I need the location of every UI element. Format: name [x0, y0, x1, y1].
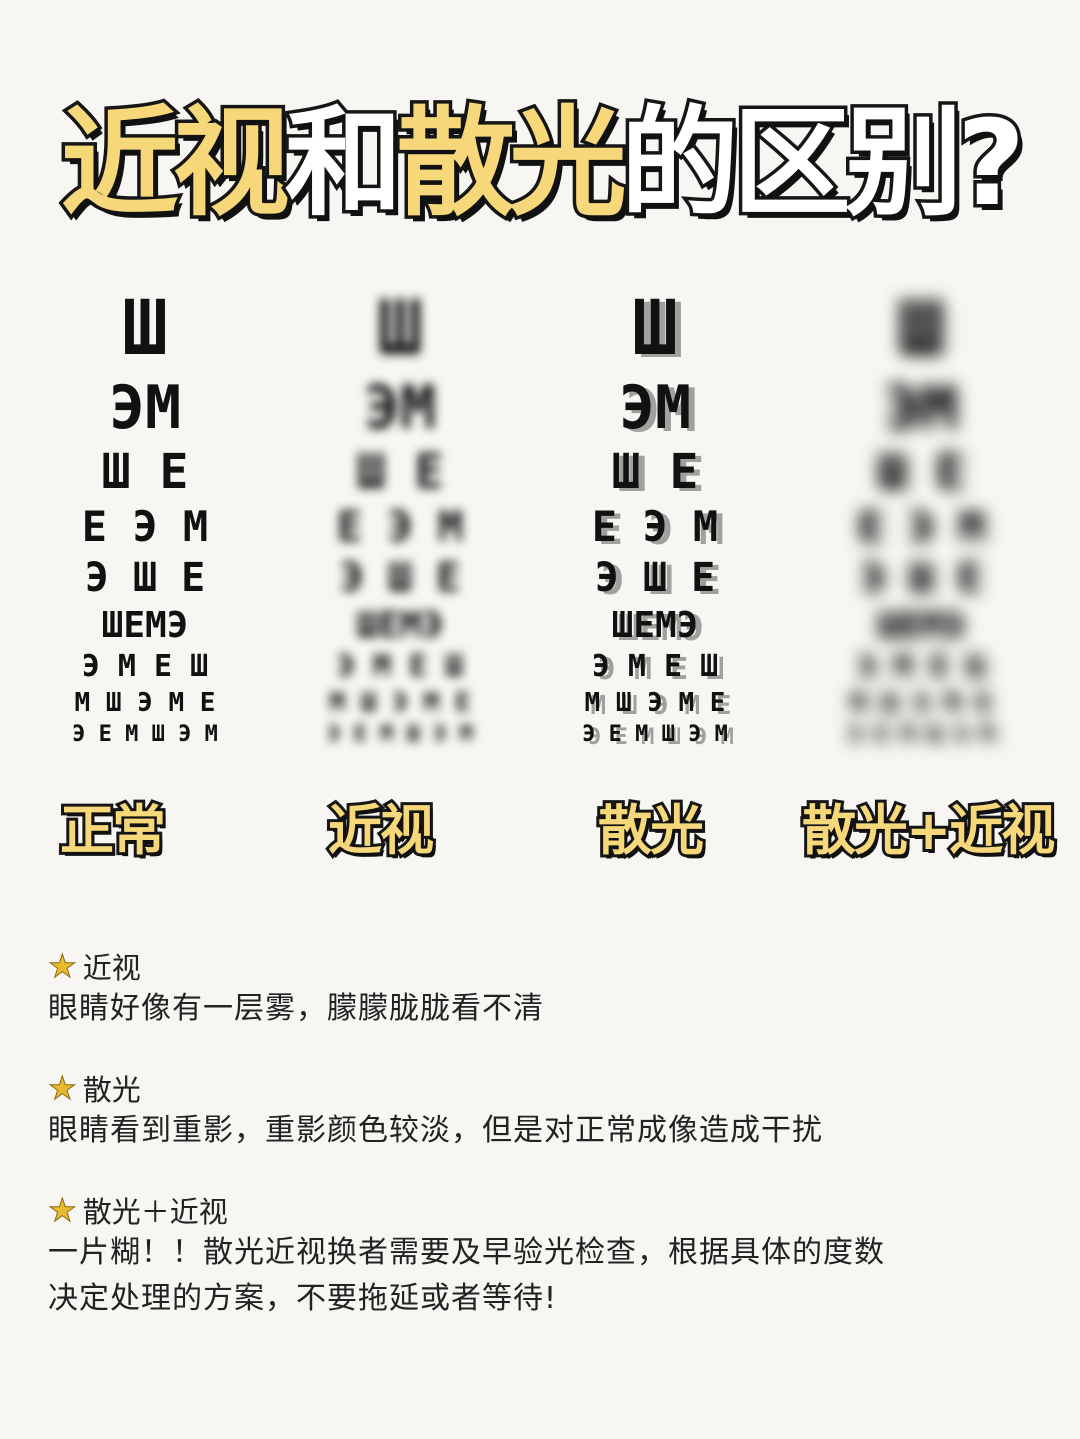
star-icon: ★: [48, 1069, 78, 1108]
note-astigmatism-myopia: ★ 散光＋近视 一片糊！！散光近视换者需要及早验光检查，根据具体的度数 决定处理…: [48, 1190, 1048, 1322]
star-icon: ★: [48, 947, 78, 986]
eye-chart-row: ШEMЭ: [876, 605, 964, 646]
eye-chart-row: ЭM: [108, 373, 182, 443]
eye-chart-row: E Э M: [336, 502, 464, 551]
eye-chart-row: Ш: [632, 283, 678, 372]
eye-chart-row: Э Ш E: [859, 555, 981, 601]
eye-chart-row: ШEMЭ: [101, 605, 189, 646]
title-part-astigmatism: 散光: [393, 90, 630, 235]
eye-chart-row: Э E M Ш Э M: [72, 722, 218, 747]
eye-chart-row: Э M E Ш: [856, 649, 984, 684]
star-icon: ★: [48, 1191, 78, 1230]
eye-chart-row: Ш E: [876, 444, 964, 500]
eye-chart-row: Э M E Ш: [591, 649, 719, 684]
eye-chart-row: E Э M: [591, 502, 719, 551]
eye-chart-row: Э E M Ш Э M: [847, 722, 993, 747]
eye-chart-row: ШEMЭ: [356, 605, 444, 646]
eye-chart-row: Э Ш E: [594, 555, 716, 601]
notes-section: ★ 近视 眼睛好像有一层雾，朦朦胧胧看不清 ★ 散光 眼睛看到重影，重影颜色较淡…: [48, 946, 1048, 1358]
eye-chart-row: Ш: [122, 283, 168, 372]
note-body: 眼睛好像有一层雾，朦朦胧胧看不清: [48, 991, 544, 1026]
note-heading: 近视: [82, 951, 141, 985]
eye-chart-row: M Ш Э M E: [584, 688, 726, 718]
eye-chart-row: Ш E: [356, 444, 444, 500]
title-part-and: 和: [281, 90, 406, 235]
note-heading: 散光: [82, 1073, 141, 1107]
eye-chart-row: M Ш Э M E: [74, 688, 216, 718]
eye-chart-row: M Ш Э M E: [329, 688, 471, 718]
page-title: 近视 和 散光 的区别?: [0, 82, 1080, 235]
caption-normal: 正常: [57, 796, 169, 865]
eye-chart-row: Ш E: [611, 444, 699, 500]
eye-chart-row: Ш: [897, 283, 943, 372]
eye-chart-row: ЭM: [363, 373, 437, 443]
eye-chart-row: ЭM: [618, 373, 692, 443]
chart-captions: 正常 近视 散光 散光+近视: [0, 786, 1080, 865]
eye-chart-row: Э Ш E: [84, 555, 206, 601]
eye-chart-row: ШEMЭ: [611, 605, 699, 646]
eye-chart-row: Э M E Ш: [336, 649, 464, 684]
eye-chart-row: M Ш Э M E: [849, 688, 991, 718]
eye-chart-row: Э M E Ш: [81, 649, 209, 684]
caption-myopia: 近视: [325, 796, 437, 865]
note-body: 眼睛看到重影，重影颜色较淡，但是对正常成像造成干扰: [48, 1113, 823, 1148]
title-part-myopia: 近视: [57, 90, 294, 235]
eye-chart-row: Э E M Ш Э M: [582, 722, 728, 747]
caption-astigmatism: 散光: [595, 796, 707, 865]
title-part-difference: 的区别?: [617, 90, 1028, 235]
eye-chart-row: Ш: [377, 283, 423, 372]
eye-chart-row: ЭM: [883, 373, 957, 443]
eye-chart-row: E Э M: [856, 502, 984, 551]
eye-chart-row: E Э M: [81, 502, 209, 551]
eye-chart-row: Ш E: [101, 444, 189, 500]
caption-astigmatism-myopia: 散光+近视: [799, 796, 1058, 865]
eye-chart-row: Э Ш E: [339, 555, 461, 601]
note-astigmatism: ★ 散光 眼睛看到重影，重影颜色较淡，但是对正常成像造成干扰: [48, 1068, 1048, 1154]
note-body-line-2: 决定处理的方案，不要拖延或者等待!: [48, 1281, 558, 1316]
note-body-line-1: 一片糊！！散光近视换者需要及早验光检查，根据具体的度数: [48, 1235, 885, 1270]
eye-chart-row: Э E M Ш Э M: [327, 722, 473, 747]
note-myopia: ★ 近视 眼睛好像有一层雾，朦朦胧胧看不清: [48, 946, 1048, 1032]
note-heading: 散光＋近视: [82, 1195, 228, 1229]
